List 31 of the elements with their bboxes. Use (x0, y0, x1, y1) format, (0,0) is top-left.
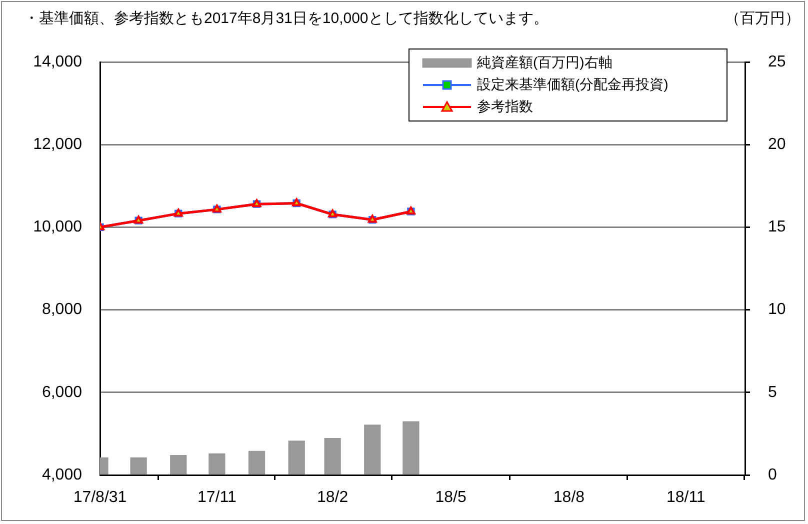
y2-tick-label: 20 (768, 136, 786, 154)
y2-tick-label: 0 (768, 466, 777, 484)
bar (402, 421, 420, 475)
x-tick-label: 17/11 (197, 489, 236, 506)
bar (248, 450, 266, 475)
y2-tick-label: 25 (768, 53, 786, 70)
y2-axis-title: （百万円） (725, 10, 800, 28)
bar (324, 438, 341, 475)
x-tick-label: 18/2 (316, 489, 348, 506)
y-tick-label: 6,000 (42, 384, 82, 401)
bar (170, 455, 187, 475)
y-tick-label: 4,000 (42, 466, 82, 484)
chart-title: ・基準価額、参考指数とも2017年8月31日を10,000として指数化しています。 (24, 10, 548, 28)
bar (288, 440, 305, 475)
x-tick-label: 17/8/31 (73, 489, 127, 506)
x-tick-label: 18/11 (666, 489, 706, 506)
y-tick-label: 14,000 (33, 53, 82, 70)
x-tick-label: 18/5 (435, 489, 466, 506)
bar (364, 424, 381, 475)
legend-label: 純資産額(百万円)右軸 (477, 54, 612, 70)
y2-tick-label: 5 (768, 384, 777, 401)
x-tick-label: 18/8 (553, 489, 585, 506)
bar (208, 453, 226, 475)
bar (130, 457, 147, 475)
legend-label: 参考指数 (477, 98, 533, 114)
legend-label: 設定来基準価額(分配金再投資) (477, 76, 668, 92)
y-tick-label: 8,000 (42, 301, 82, 318)
y-tick-label: 12,000 (33, 136, 82, 154)
y2-tick-label: 15 (768, 218, 786, 236)
y2-tick-label: 10 (768, 301, 786, 318)
y-tick-label: 10,000 (33, 218, 82, 236)
